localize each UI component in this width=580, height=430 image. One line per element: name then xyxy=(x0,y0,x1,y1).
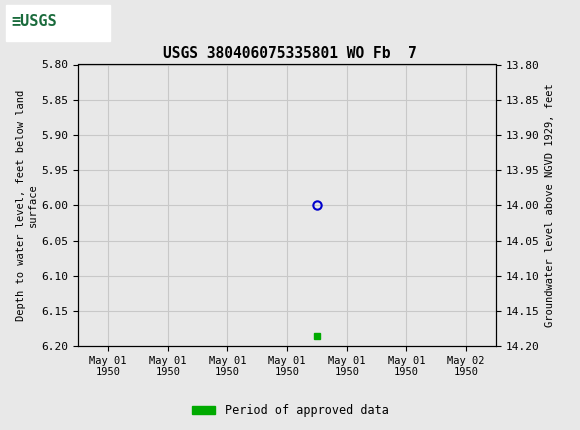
Bar xyxy=(6,4,110,41)
Y-axis label: Groundwater level above NGVD 1929, feet: Groundwater level above NGVD 1929, feet xyxy=(545,83,555,327)
Text: USGS 380406075335801 WO Fb  7: USGS 380406075335801 WO Fb 7 xyxy=(163,46,417,61)
Text: ≡USGS: ≡USGS xyxy=(12,14,57,29)
Y-axis label: Depth to water level, feet below land
surface: Depth to water level, feet below land su… xyxy=(16,90,38,321)
Legend: Period of approved data: Period of approved data xyxy=(187,399,393,422)
